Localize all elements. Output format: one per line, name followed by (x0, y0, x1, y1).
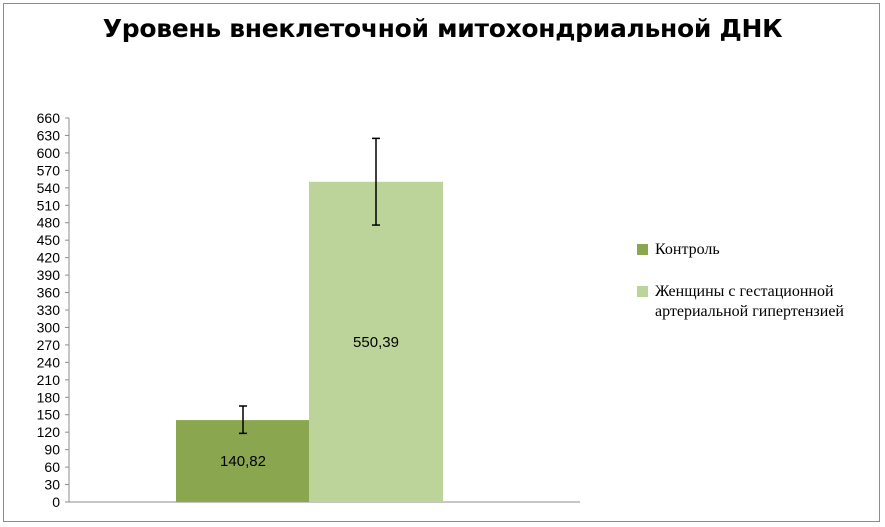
y-tick-label: 600 (37, 145, 61, 161)
y-tick-label: 210 (37, 372, 61, 388)
legend-item-control: Контроль (637, 240, 877, 260)
y-tick-label: 0 (52, 494, 60, 510)
y-tick-label: 150 (37, 407, 61, 423)
y-tick-label: 60 (44, 459, 60, 475)
legend: Контроль Женщины с гестационной артериал… (637, 240, 877, 344)
y-tick-label: 390 (37, 267, 61, 283)
y-tick-label: 360 (37, 285, 61, 301)
y-tick-label: 540 (37, 180, 61, 196)
y-tick-label: 300 (37, 319, 61, 335)
y-tick-label: 510 (37, 197, 61, 213)
data-label: 140,82 (220, 453, 266, 470)
y-tick-label: 450 (37, 232, 61, 248)
legend-label-hypertension: Женщины с гестационной артериальной гипе… (655, 283, 844, 320)
y-tick-label: 630 (37, 127, 61, 143)
y-tick-label: 180 (37, 389, 61, 405)
y-tick-label: 30 (44, 477, 60, 493)
y-tick-label: 660 (37, 110, 61, 126)
bars: 140,82 550,39 (176, 137, 443, 503)
legend-item-hypertension: Женщины с гестационной артериальной гипе… (637, 282, 877, 322)
y-tick-label: 330 (37, 302, 61, 318)
data-label: 550,39 (353, 334, 399, 351)
y-tick-label: 240 (37, 354, 61, 370)
y-tick-label: 270 (37, 337, 61, 353)
legend-swatch-control (637, 244, 648, 255)
legend-label-control: Контроль (655, 241, 720, 258)
y-tick-label: 90 (44, 442, 60, 458)
y-tick-label: 120 (37, 424, 61, 440)
y-tick-label: 570 (37, 162, 61, 178)
bar (309, 181, 443, 503)
legend-swatch-hypertension (637, 286, 648, 297)
y-tick-label: 480 (37, 215, 61, 231)
chart-title: Уровень внеклеточной митохондриальной ДН… (102, 14, 783, 43)
y-tick-label: 420 (37, 250, 61, 266)
